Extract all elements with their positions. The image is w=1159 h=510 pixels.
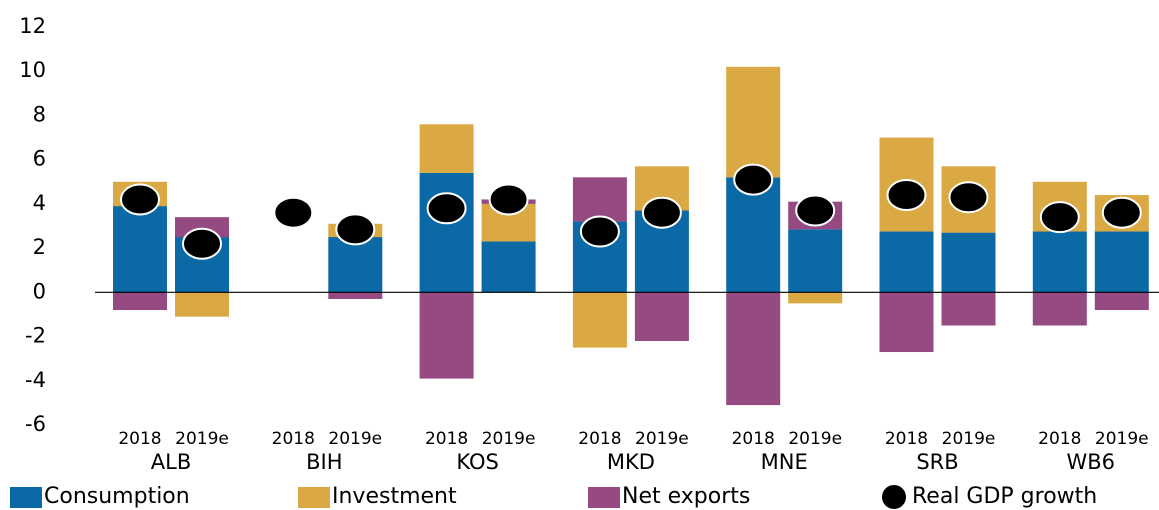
dot bbox=[948, 181, 989, 214]
legend-swatch bbox=[298, 487, 330, 508]
dot bbox=[641, 196, 682, 229]
bar-segment bbox=[788, 292, 843, 304]
dot bbox=[182, 227, 222, 260]
bar-segment bbox=[481, 241, 536, 293]
x-tick-label: 2018 bbox=[732, 429, 775, 449]
bar-segment bbox=[419, 172, 474, 293]
y-tick-label: 10 bbox=[19, 58, 46, 82]
bar-segment bbox=[941, 292, 996, 326]
legend-swatch bbox=[588, 487, 620, 508]
legend-label: Investment bbox=[332, 484, 457, 509]
bar-segment bbox=[879, 231, 934, 293]
dot bbox=[733, 163, 774, 196]
dot bbox=[795, 194, 836, 227]
bar-segment bbox=[113, 292, 167, 311]
bar-segment bbox=[113, 206, 167, 293]
y-tick-label: -4 bbox=[25, 368, 46, 392]
group-label: MNE bbox=[761, 450, 808, 474]
x-tick-label: 2018 bbox=[885, 429, 928, 449]
bar-segment bbox=[572, 177, 627, 222]
x-tick-label: 2018 bbox=[118, 429, 161, 449]
bar-segment bbox=[726, 292, 781, 406]
x-tick-label: 2019e bbox=[635, 429, 689, 449]
x-tick-label: 2018 bbox=[1038, 429, 1081, 449]
x-tick-label: 2019e bbox=[482, 429, 536, 449]
legend-label: Real GDP growth bbox=[912, 484, 1097, 509]
bar-segment bbox=[328, 237, 383, 293]
legend-swatch bbox=[10, 487, 42, 508]
legend-label: Consumption bbox=[44, 484, 190, 509]
dot bbox=[335, 213, 376, 246]
bar-segment bbox=[726, 177, 781, 293]
bar-segment bbox=[175, 292, 229, 317]
bar-segment bbox=[1032, 292, 1087, 326]
dot bbox=[120, 183, 160, 216]
x-tick-label: 2019e bbox=[942, 429, 996, 449]
group-label: ALB bbox=[151, 450, 191, 474]
y-tick-label: 12 bbox=[19, 14, 46, 38]
dot bbox=[579, 215, 620, 248]
bar-segment bbox=[572, 292, 627, 348]
x-tick-label: 2019e bbox=[788, 429, 842, 449]
bar-segment bbox=[879, 292, 934, 353]
y-tick-label: 4 bbox=[33, 191, 46, 215]
group-label: WB6 bbox=[1067, 450, 1116, 474]
y-tick-label: -2 bbox=[25, 324, 46, 348]
y-tick-label: -6 bbox=[25, 412, 46, 436]
group-label: MKD bbox=[607, 450, 655, 474]
bar-segment bbox=[788, 229, 843, 293]
y-tick-label: 0 bbox=[33, 279, 46, 303]
legend-label: Net exports bbox=[622, 484, 750, 509]
bar-segment bbox=[941, 232, 996, 293]
group-label: BIH bbox=[306, 450, 342, 474]
dot bbox=[488, 183, 529, 216]
dot bbox=[1101, 196, 1142, 229]
bar-segment bbox=[328, 292, 383, 299]
group-label: KOS bbox=[456, 450, 498, 474]
y-tick-label: 8 bbox=[33, 102, 46, 126]
bar-segment bbox=[419, 292, 474, 379]
x-tick-label: 2018 bbox=[578, 429, 621, 449]
y-tick-label: 2 bbox=[33, 235, 46, 259]
bar-segment bbox=[419, 124, 474, 173]
x-tick-label: 2019e bbox=[1095, 429, 1149, 449]
dot bbox=[426, 192, 467, 225]
x-tick-label: 2019e bbox=[175, 429, 229, 449]
dot bbox=[273, 196, 314, 229]
dot bbox=[886, 179, 927, 212]
bar-segment bbox=[726, 66, 781, 178]
bar-segment bbox=[1032, 231, 1087, 293]
x-tick-label: 2018 bbox=[272, 429, 315, 449]
bar-segment bbox=[1094, 231, 1149, 293]
legend-swatch bbox=[882, 485, 906, 509]
y-tick-label: 6 bbox=[33, 147, 46, 171]
x-tick-label: 2018 bbox=[425, 429, 468, 449]
group-label: SRB bbox=[916, 450, 958, 474]
x-tick-label: 2019e bbox=[328, 429, 382, 449]
dot bbox=[1039, 201, 1080, 234]
bar-segment bbox=[634, 292, 689, 341]
bar-segment bbox=[1094, 292, 1149, 311]
